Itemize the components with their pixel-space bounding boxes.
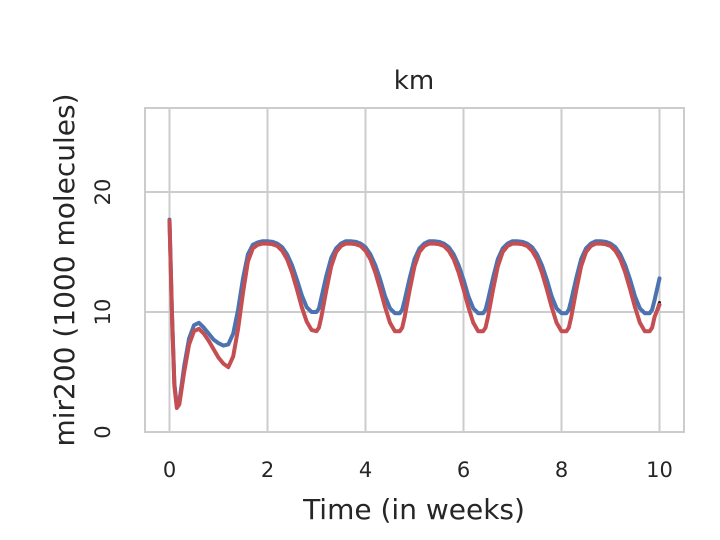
x-tick-label: 2 [261,458,274,482]
plot-frame [144,107,685,433]
y-tick-label: 20 [91,179,115,206]
x-tick-label: 8 [555,458,568,482]
y-tick-label: 10 [91,299,115,326]
x-tick-label: 10 [646,458,673,482]
x-tick-labels: 0 2 4 6 8 10 [163,458,673,482]
series-layer [167,217,662,410]
y-tick-labels: 0 10 20 [91,179,115,439]
series-line-3 [167,218,662,410]
y-tick-label: 0 [91,425,115,438]
chart-title: km [394,66,434,96]
x-axis-label: Time (in weeks) [302,493,525,526]
y-axis-label: mir200 (1000 molecules) [48,93,81,446]
x-tick-label: 0 [163,458,176,482]
x-tick-label: 6 [457,458,470,482]
x-tick-label: 4 [359,458,372,482]
